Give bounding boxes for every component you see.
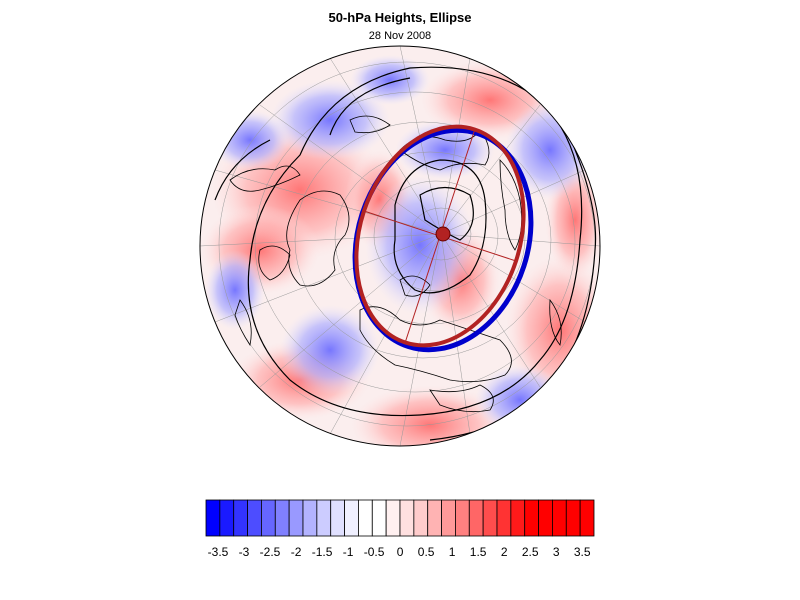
map-date: 28 Nov 2008 <box>368 30 432 42</box>
colorbar-box <box>552 499 567 537</box>
colorbar-box <box>455 499 470 537</box>
map-title: 50-hPa Heights, Ellipse <box>328 10 472 25</box>
colorbar-tick-label: 3.5 <box>574 545 591 559</box>
colorbar-tick-label: -2.5 <box>260 545 281 559</box>
colorbar-tick-label: -1.5 <box>312 545 333 559</box>
colorbar-tick-labels: -3.5 -3 -2.5 -2 -1.5 -1 -0.5 0 0.5 1 1.5 2 2.5 3 3.5 <box>208 545 591 559</box>
colorbar-box <box>247 499 262 537</box>
colorbar-tick-label: -3 <box>239 545 250 559</box>
colorbar-tick-label: -1 <box>343 545 354 559</box>
colorbar-box <box>371 499 387 537</box>
colorbar-box <box>261 499 276 537</box>
colorbar-tick-label: 2 <box>501 545 508 559</box>
colorbar-tick-label: 1 <box>449 545 456 559</box>
colorbar-box <box>565 499 581 537</box>
colorbar-tick-label: 0.5 <box>418 545 435 559</box>
colorbar-box <box>441 499 456 537</box>
colorbar-box <box>524 499 539 537</box>
colorbar-tick-label: 0 <box>397 545 404 559</box>
colorbar-box <box>274 499 290 537</box>
height-contours <box>214 66 597 441</box>
colorbar-tick-label: -0.5 <box>364 545 385 559</box>
colorbar-box <box>579 499 595 537</box>
colorbar-box <box>510 499 526 537</box>
colorbar-box <box>233 499 248 537</box>
colorbar-box <box>468 499 484 537</box>
colorbar-tick-label: -2 <box>291 545 302 559</box>
ellipse-centre-marker <box>435 226 451 242</box>
colorbar-box <box>427 499 442 537</box>
colorbar-tick-label: 1.5 <box>470 545 487 559</box>
colorbar-box <box>413 499 429 537</box>
colorbar-tick-label: 2.5 <box>522 545 539 559</box>
colorbar-box <box>482 499 498 537</box>
colorbar-tick-label: 3 <box>553 545 560 559</box>
colorbar-box <box>538 499 553 537</box>
colorbar-box <box>399 499 415 537</box>
colorbar-boxes <box>205 499 595 537</box>
colorbar-box <box>302 499 318 537</box>
colorbar-box <box>219 499 235 537</box>
colorbar-box <box>316 499 332 537</box>
colorbar-box <box>358 499 373 537</box>
globe-outline <box>199 45 601 447</box>
colorbar-box <box>344 499 359 537</box>
colorbar-box <box>496 499 512 537</box>
colorbar-box <box>205 499 221 537</box>
colorbar-box <box>288 499 304 537</box>
colorbar-tick-label: -3.5 <box>208 545 229 559</box>
colorbar-box <box>385 499 401 537</box>
colorbar-box <box>330 499 345 537</box>
